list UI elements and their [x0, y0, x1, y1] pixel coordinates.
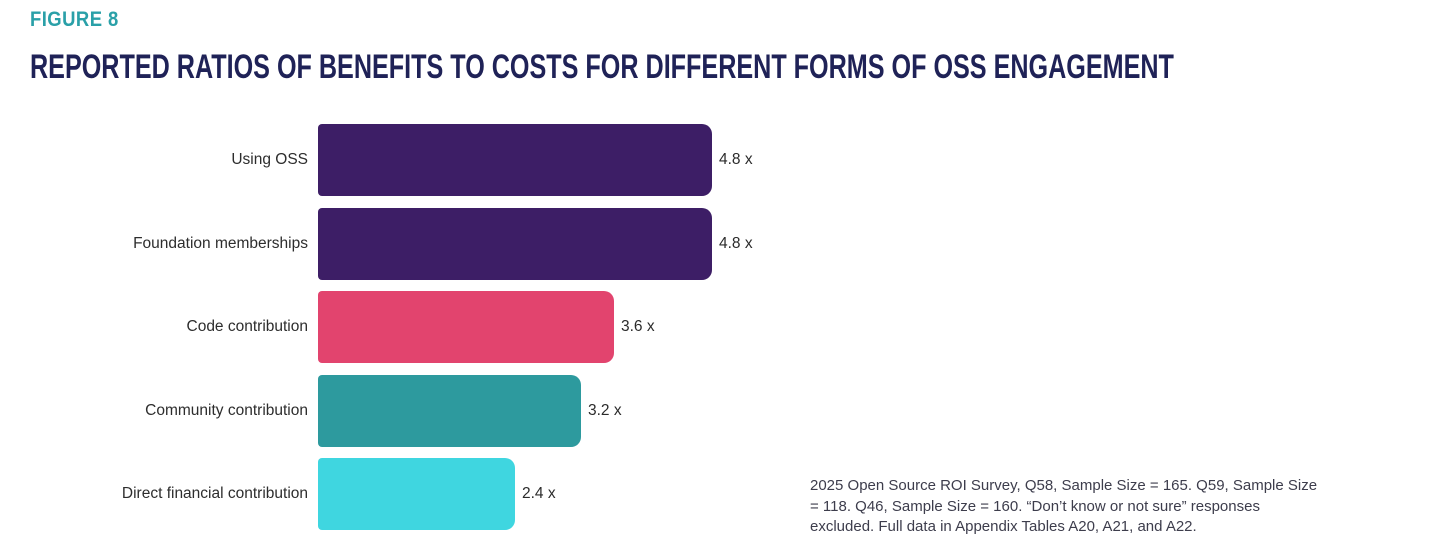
- bar-row: Direct financial contribution 2.4 x: [30, 458, 930, 530]
- bar: [318, 207, 712, 280]
- bar-track: 3.6 x: [318, 291, 930, 363]
- bar-row: Code contribution 3.6 x: [30, 291, 930, 363]
- category-label: Direct financial contribution: [121, 485, 308, 502]
- bar: [318, 124, 712, 196]
- value-label: 4.8 x: [719, 151, 753, 168]
- bar-track: 4.8 x: [318, 124, 930, 196]
- chart-title: REPORTED RATIOS OF BENEFITS TO COSTS FOR…: [30, 48, 1174, 86]
- bar-row: Using OSS 4.8 x: [30, 124, 930, 196]
- bar-track: 4.8 x: [318, 207, 930, 280]
- bar: [318, 458, 515, 530]
- category-label: Community contribution: [145, 401, 308, 419]
- value-label: 3.6 x: [621, 318, 655, 335]
- value-label: 4.8 x: [719, 234, 753, 252]
- category-label: Foundation memberships: [133, 234, 308, 252]
- bar: [318, 291, 614, 363]
- category-label: Using OSS: [231, 151, 308, 168]
- bar-track: 2.4 x: [318, 458, 930, 530]
- value-label: 2.4 x: [522, 485, 556, 502]
- value-label: 3.2 x: [588, 401, 622, 419]
- bar-row: Community contribution 3.2 x: [30, 374, 930, 447]
- bar-row: Foundation memberships 4.8 x: [30, 207, 930, 280]
- figure-label: FIGURE 8: [30, 8, 119, 31]
- bar-chart: Using OSS 4.8 x Foundation memberships 4.8 …: [30, 124, 930, 542]
- bar-track: 3.2 x: [318, 374, 930, 447]
- source-footnote: 2025 Open Source ROI Survey, Q58, Sample…: [810, 477, 1318, 535]
- bar: [318, 374, 581, 447]
- category-label: Code contribution: [186, 318, 309, 335]
